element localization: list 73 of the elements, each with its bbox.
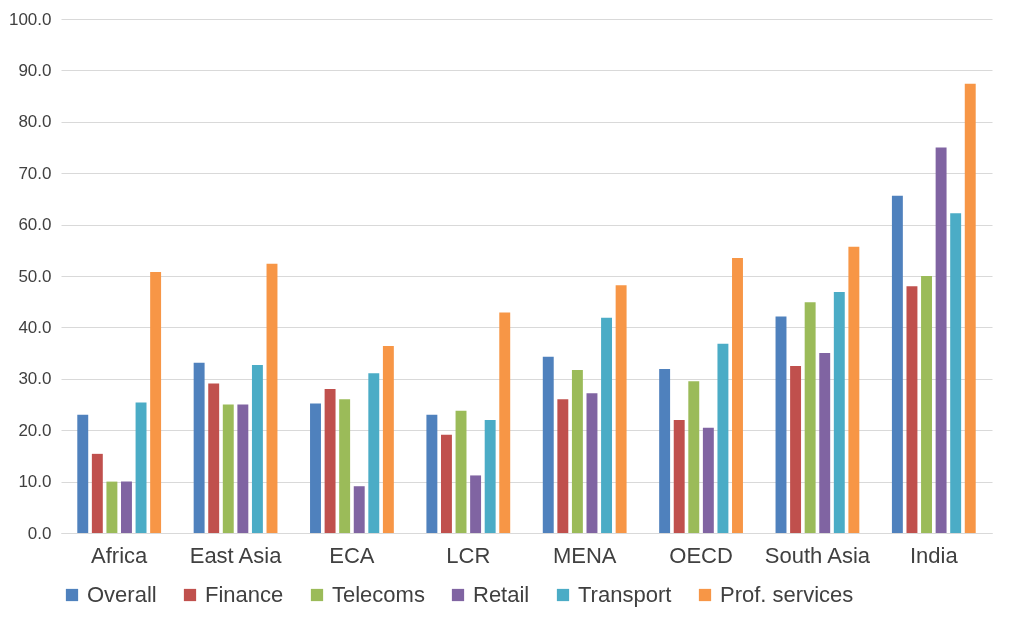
bar bbox=[891, 195, 903, 533]
y-tick-label: 60.0 bbox=[18, 215, 52, 235]
legend-label: Prof. services bbox=[720, 582, 854, 607]
bar bbox=[571, 370, 583, 533]
y-tick-label: 70.0 bbox=[18, 163, 52, 183]
x-tick-label: OECD bbox=[669, 542, 733, 568]
bar bbox=[659, 369, 671, 533]
x-tick-label: South Asia bbox=[764, 542, 871, 568]
bar bbox=[833, 291, 845, 533]
bar bbox=[106, 481, 118, 533]
bar bbox=[440, 434, 452, 533]
bar bbox=[586, 393, 598, 533]
bar bbox=[964, 83, 976, 533]
legend-label: Transport bbox=[578, 582, 672, 607]
bar bbox=[804, 302, 816, 533]
bar bbox=[193, 362, 205, 533]
legend-label: Overall bbox=[87, 582, 157, 607]
bar bbox=[455, 410, 467, 533]
bar bbox=[601, 317, 613, 533]
y-tick-label: 10.0 bbox=[18, 472, 52, 492]
bar bbox=[150, 271, 162, 533]
bar bbox=[848, 246, 860, 533]
bar bbox=[950, 213, 962, 533]
bar bbox=[499, 312, 511, 533]
bar bbox=[382, 345, 394, 533]
y-tick-label: 0.0 bbox=[27, 523, 52, 543]
bar bbox=[484, 419, 496, 533]
bar bbox=[557, 399, 569, 533]
bar bbox=[121, 481, 132, 533]
bar bbox=[77, 414, 89, 533]
bar bbox=[251, 364, 263, 533]
bar bbox=[324, 389, 336, 533]
bar bbox=[819, 353, 831, 533]
bar bbox=[673, 419, 685, 533]
bar bbox=[615, 285, 627, 533]
bar bbox=[426, 414, 438, 533]
y-tick-label: 40.0 bbox=[18, 317, 52, 337]
bar bbox=[702, 427, 714, 533]
x-tick-label: LCR bbox=[446, 542, 491, 568]
x-tick-label: MENA bbox=[552, 542, 617, 568]
bar bbox=[542, 356, 554, 533]
bar bbox=[91, 453, 103, 533]
y-tick-label: 20.0 bbox=[18, 420, 52, 440]
bar bbox=[339, 399, 351, 533]
y-tick-label: 80.0 bbox=[18, 112, 52, 132]
x-tick-label: Africa bbox=[91, 542, 149, 568]
bar bbox=[208, 383, 220, 533]
y-tick-label: 100.0 bbox=[8, 9, 52, 29]
bar bbox=[266, 263, 278, 533]
bar bbox=[310, 403, 321, 533]
bar bbox=[222, 404, 234, 533]
legend-label: Finance bbox=[205, 582, 284, 607]
x-tick-label: ECA bbox=[329, 542, 375, 568]
bar bbox=[688, 381, 700, 533]
legend-label: Telecoms bbox=[332, 582, 425, 607]
bar bbox=[790, 365, 802, 533]
bar bbox=[717, 343, 729, 533]
bar bbox=[353, 486, 365, 533]
x-tick-label: East Asia bbox=[189, 542, 283, 568]
bar bbox=[906, 286, 918, 533]
y-tick-label: 30.0 bbox=[18, 369, 52, 389]
bar bbox=[775, 316, 787, 533]
bar bbox=[470, 475, 482, 533]
y-tick-label: 50.0 bbox=[18, 266, 52, 286]
y-tick-label: 90.0 bbox=[18, 60, 52, 80]
bar bbox=[935, 147, 947, 533]
bar bbox=[135, 402, 147, 533]
legend-label: Retail bbox=[473, 582, 530, 607]
bar bbox=[368, 373, 380, 533]
bar bbox=[237, 404, 249, 533]
bar bbox=[732, 258, 743, 533]
bar bbox=[921, 276, 932, 533]
x-tick-label: India bbox=[909, 542, 959, 568]
